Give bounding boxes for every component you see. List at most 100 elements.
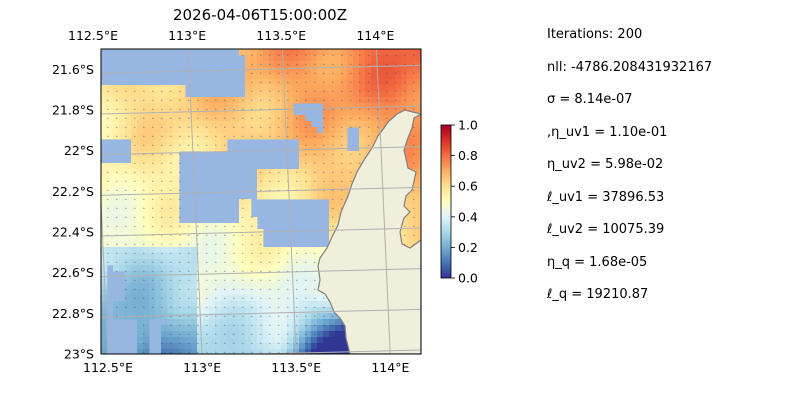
heatmap-cell xyxy=(335,331,342,338)
quiver-arrow xyxy=(304,279,307,282)
quiver-arrow xyxy=(133,144,136,147)
quiver-arrow xyxy=(196,315,199,318)
quiver-arrow xyxy=(250,342,253,345)
heatmap-cell xyxy=(125,103,132,110)
quiver-arrow xyxy=(295,90,298,93)
heatmap-cell xyxy=(323,121,330,128)
heatmap-cell xyxy=(143,91,150,98)
heatmap-cell xyxy=(203,289,210,296)
meridian-line xyxy=(101,190,109,354)
heatmap-cell xyxy=(143,259,150,266)
heatmap-cell xyxy=(341,169,348,176)
quiver-arrow xyxy=(286,90,289,93)
heatmap-cell xyxy=(107,217,114,224)
heatmap-cell xyxy=(245,217,252,224)
heatmap-cell xyxy=(359,73,366,80)
heatmap-cell xyxy=(233,343,240,350)
quiver-arrow xyxy=(223,279,226,282)
quiver-arrow xyxy=(268,72,271,75)
heatmap-cell xyxy=(209,325,216,332)
heatmap-cell xyxy=(245,337,252,344)
heatmap-cell xyxy=(269,193,276,200)
heatmap-cell xyxy=(197,325,204,332)
heatmap-cell xyxy=(305,181,312,188)
heatmap-cell xyxy=(287,67,294,74)
heatmap-cell xyxy=(131,247,138,254)
heatmap-cell xyxy=(407,229,414,236)
heatmap-cell xyxy=(329,73,336,80)
heatmap-cell xyxy=(413,127,420,134)
heatmap-cell xyxy=(119,115,126,122)
quiver-arrow xyxy=(223,270,226,273)
heatmap-cell xyxy=(281,103,288,110)
heatmap-cell xyxy=(341,55,348,62)
heatmap-cell xyxy=(143,199,150,206)
heatmap-cell xyxy=(239,103,246,110)
heatmap-cell xyxy=(203,127,210,134)
heatmap-cell xyxy=(263,301,270,308)
heatmap-cell xyxy=(233,133,240,140)
quiver-arrow xyxy=(259,72,262,75)
heatmap-cell xyxy=(275,325,282,332)
heatmap-cell xyxy=(407,211,414,218)
heatmap-cell xyxy=(377,115,384,122)
quiver-arrow xyxy=(358,108,361,111)
heatmap-cell xyxy=(131,91,138,98)
quiver-arrow xyxy=(142,207,145,210)
heatmap-cell xyxy=(281,115,288,122)
heatmap-cell xyxy=(275,319,282,326)
quiver-arrow xyxy=(241,225,244,228)
heatmap-cell xyxy=(197,223,204,230)
quiver-arrow xyxy=(403,72,406,75)
heatmap-cell xyxy=(143,331,150,338)
heatmap-cell xyxy=(113,247,120,254)
quiver-arrow xyxy=(241,351,244,354)
heatmap-cell xyxy=(311,145,318,152)
heatmap-cell xyxy=(281,331,288,338)
heatmap-cell xyxy=(179,103,186,110)
quiver-arrow xyxy=(304,261,307,264)
heatmap-cell xyxy=(239,247,246,254)
heatmap-cell xyxy=(155,115,162,122)
heatmap-cell xyxy=(281,313,288,320)
heatmap-cell xyxy=(155,211,162,218)
heatmap-cell xyxy=(401,73,408,80)
heatmap-cell xyxy=(323,133,330,140)
heatmap-cell xyxy=(101,247,108,254)
quiver-arrow xyxy=(277,81,280,84)
heatmap-cell xyxy=(227,229,234,236)
quiver-arrow xyxy=(340,63,343,66)
heatmap-cell xyxy=(347,67,354,74)
heatmap-cell xyxy=(161,283,168,290)
heatmap-cell xyxy=(155,235,162,242)
heatmap-cell xyxy=(371,139,378,146)
heatmap-cell xyxy=(197,121,204,128)
heatmap-cell xyxy=(323,145,330,152)
quiver-arrow xyxy=(106,117,109,120)
quiver-arrow xyxy=(412,144,415,147)
heatmap-cell xyxy=(137,271,144,278)
heatmap-cell xyxy=(251,121,258,128)
quiver-arrow xyxy=(133,90,136,93)
heatmap-cell xyxy=(185,265,192,272)
quiver-arrow xyxy=(250,288,253,291)
quiver-arrow xyxy=(187,297,190,300)
heatmap-cell xyxy=(251,55,258,62)
heatmap-cell xyxy=(209,223,216,230)
heatmap-cell xyxy=(257,85,264,92)
heatmap-cell xyxy=(137,157,144,164)
heatmap-cell xyxy=(215,253,222,260)
quiver-arrow xyxy=(304,162,307,165)
heatmap-cell xyxy=(209,247,216,254)
heatmap-cell xyxy=(137,115,144,122)
quiver-arrow xyxy=(394,72,397,75)
heatmap-cell xyxy=(209,343,216,350)
heatmap-cell xyxy=(311,67,318,74)
heatmap-cell xyxy=(101,217,108,224)
quiver-arrow xyxy=(223,261,226,264)
quiver-arrow xyxy=(385,90,388,93)
quiver-arrow xyxy=(115,135,118,138)
heatmap-cell xyxy=(341,337,348,344)
heatmap-cell xyxy=(197,259,204,266)
heatmap-cell xyxy=(155,91,162,98)
